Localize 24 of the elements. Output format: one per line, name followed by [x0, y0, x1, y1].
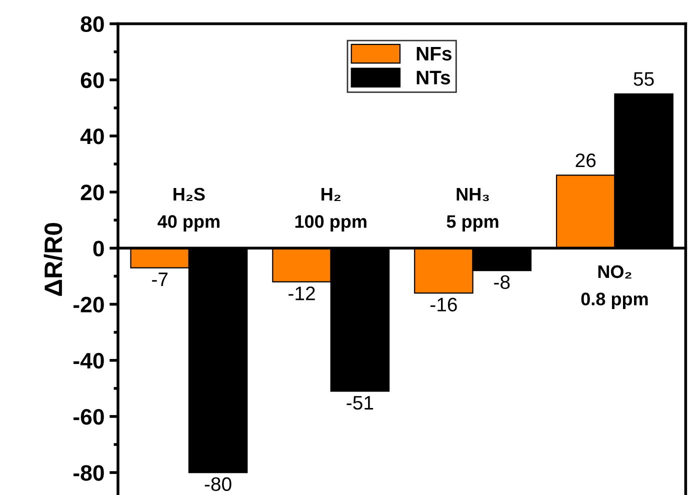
- y-tick-label: 20: [80, 184, 104, 200]
- data-label: -7: [152, 272, 168, 286]
- x-tick-label: NO₂ 0.8 ppm: [581, 265, 648, 309]
- data-label: 26: [576, 153, 596, 168]
- data-label: -51: [346, 396, 374, 410]
- y-tick-label: -60: [74, 408, 104, 425]
- x-tick-label: H₂S 40 ppm: [158, 188, 220, 232]
- data-label: -16: [430, 298, 457, 312]
- y-tick-label: -80: [74, 465, 104, 481]
- y-tick-label: 80: [80, 16, 104, 32]
- legend-label: NTs: [416, 70, 450, 84]
- x-tick-label: H₂ 100 ppm: [295, 188, 366, 232]
- y-tick-label: 40: [80, 128, 104, 144]
- y-tick-label: 60: [80, 72, 104, 88]
- data-label: 55: [634, 72, 654, 86]
- y-axis-title: ΔR/R0: [44, 222, 62, 296]
- data-label: -8: [494, 275, 510, 290]
- y-tick-label: -40: [74, 352, 104, 369]
- legend-label: NFs: [416, 47, 452, 61]
- x-tick-label: NH₃ 5 ppm: [446, 188, 498, 232]
- data-label: -12: [288, 286, 315, 300]
- data-label: -80: [204, 477, 232, 492]
- y-tick-label: 0: [93, 240, 104, 256]
- y-tick-label: -20: [74, 296, 104, 313]
